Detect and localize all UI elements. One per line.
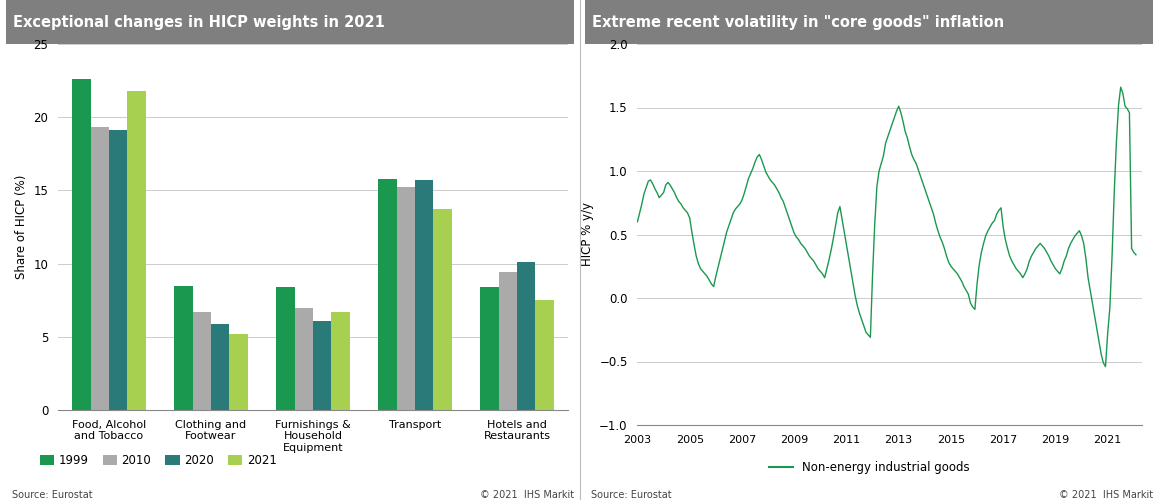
Bar [294, 308, 313, 410]
Bar [174, 286, 192, 410]
Y-axis label: Share of HICP (%): Share of HICP (%) [15, 175, 28, 279]
Bar [396, 188, 415, 410]
Bar [517, 262, 535, 410]
Bar [229, 334, 248, 410]
Bar [535, 300, 554, 410]
Bar [331, 312, 350, 410]
Text: © 2021  IHS Markit: © 2021 IHS Markit [1059, 490, 1153, 500]
Y-axis label: HICP % y/y: HICP % y/y [581, 202, 593, 266]
Legend: 1999, 2010, 2020, 2021: 1999, 2010, 2020, 2021 [35, 449, 282, 471]
Text: Exceptional changes in HICP weights in 2021: Exceptional changes in HICP weights in 2… [13, 14, 385, 30]
Bar [211, 324, 229, 410]
Text: © 2021  IHS Markit: © 2021 IHS Markit [480, 490, 574, 500]
Text: Source: Eurostat: Source: Eurostat [591, 490, 672, 500]
Bar [127, 91, 146, 410]
Bar [498, 272, 517, 410]
Bar [276, 287, 294, 410]
Bar [480, 287, 498, 410]
Legend: Non-energy industrial goods: Non-energy industrial goods [764, 456, 975, 479]
Text: Source: Eurostat: Source: Eurostat [12, 490, 93, 500]
Text: Extreme recent volatility in "core goods" inflation: Extreme recent volatility in "core goods… [592, 14, 1004, 30]
Bar [415, 180, 433, 410]
Bar [72, 79, 90, 410]
Bar [313, 320, 331, 410]
Bar [90, 128, 109, 410]
Bar [378, 178, 396, 410]
Bar [433, 210, 452, 410]
Bar [192, 312, 211, 410]
Bar [109, 130, 127, 410]
